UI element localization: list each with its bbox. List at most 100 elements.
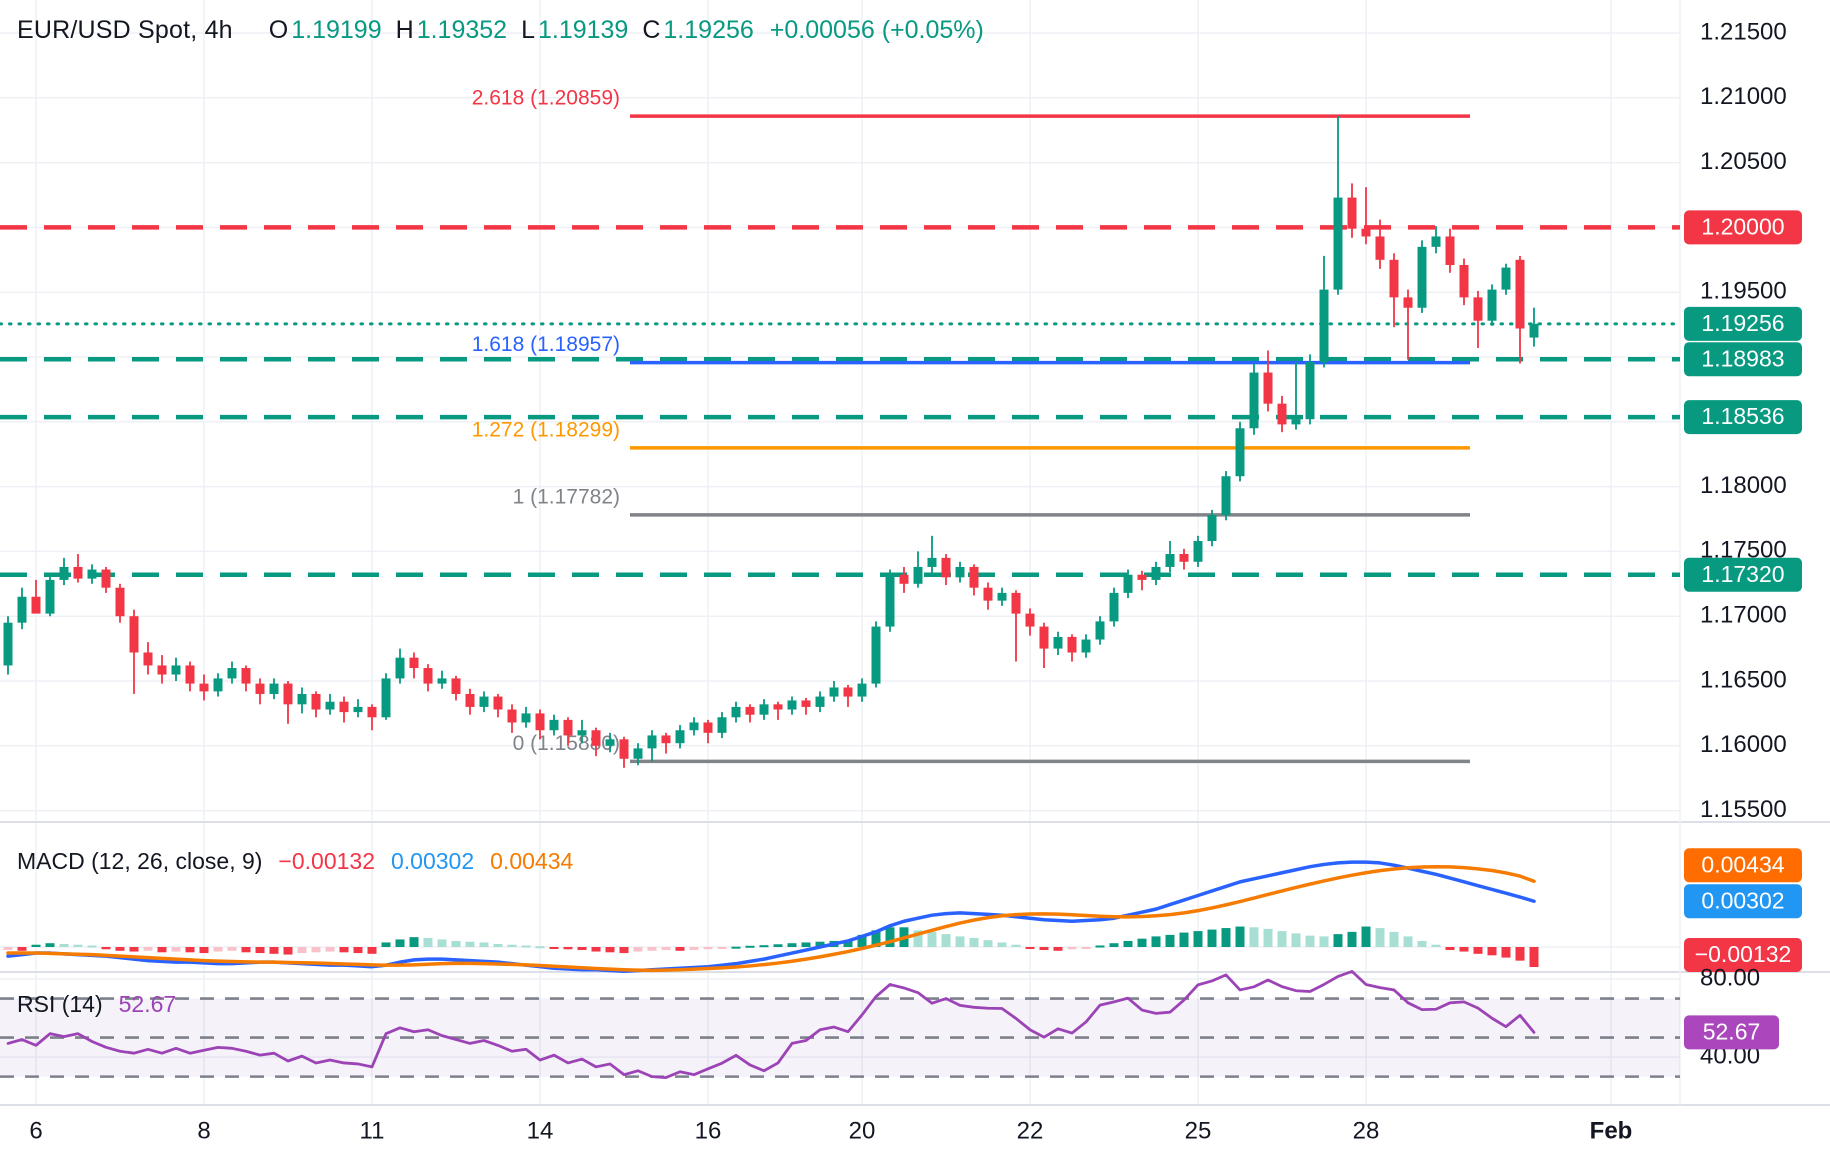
candle-body (577, 730, 587, 736)
price-badge: 1.18536 (1684, 400, 1802, 435)
candlestick-series (3, 115, 1539, 768)
candle-body (1025, 613, 1035, 627)
time-axis-label: 28 (1353, 1117, 1380, 1144)
macd-histogram-bar (479, 942, 489, 947)
macd-histogram-bar (801, 942, 811, 947)
macd-histogram-bar (367, 947, 377, 954)
time-axis-label: 14 (527, 1117, 554, 1144)
candle-body (843, 687, 853, 697)
candle-body (1347, 197, 1357, 229)
candle-body (591, 730, 601, 746)
macd-signal-badge-bg (1684, 848, 1802, 883)
macd-histogram-bar (1389, 931, 1399, 947)
candle-body (101, 569, 111, 588)
candle-body (829, 687, 839, 697)
macd-hist-badge: −0.00132 (1684, 938, 1802, 972)
candle-body (1417, 246, 1427, 308)
macd-histogram-bar (493, 943, 503, 947)
candle-body (213, 678, 223, 692)
candle-body (563, 719, 573, 736)
candle-body (801, 700, 811, 707)
macd-histogram-bar (1305, 935, 1315, 947)
macd-histogram-bar (1165, 934, 1175, 947)
candle-body (1123, 574, 1133, 593)
macd-histogram-bar (745, 945, 755, 948)
macd-histogram-bar (213, 947, 223, 952)
macd-histogram-bar (1053, 947, 1063, 951)
macd-histogram-bar (997, 942, 1007, 947)
macd-histogram-bar (577, 947, 587, 951)
macd-signal-badge-text: 0.00434 (1701, 851, 1784, 877)
macd-histogram-bar (199, 947, 209, 954)
time-axis-label: Feb (1590, 1117, 1633, 1144)
candle-body (437, 678, 447, 684)
macd-histogram-bar (451, 940, 461, 947)
candle-body (59, 566, 69, 580)
fib-level-label: 1.618 (1.18957) (472, 333, 620, 356)
candle-body (241, 668, 251, 684)
candle-body (493, 696, 503, 710)
candle-body (3, 622, 13, 666)
candle-body (927, 557, 937, 567)
macd-histogram-bar (563, 947, 573, 950)
rsi-pane[interactable] (0, 969, 1680, 1080)
macd-histogram-bar (115, 947, 125, 951)
candle-body (1375, 236, 1385, 260)
price-axis-label: 1.16000 (1700, 731, 1787, 758)
macd-histogram-bar (311, 947, 321, 953)
price-badge: 1.18983 (1684, 342, 1802, 377)
candle-body (773, 704, 783, 710)
macd-histogram-bar (633, 947, 643, 952)
macd-histogram-bar (255, 947, 265, 954)
candle-body (409, 657, 419, 669)
candle-body (913, 566, 923, 584)
macd-histogram-bar (1011, 944, 1021, 947)
candle-body (1179, 553, 1189, 562)
candle-body (1431, 236, 1441, 247)
candle-body (1067, 636, 1077, 653)
time-axis[interactable]: 6 8 11 14 16 20 22 25 28 Feb (29, 1117, 1632, 1144)
macd-histogram-bar (269, 947, 279, 954)
macd-histogram-bar (927, 931, 937, 947)
price-axis-label: 1.15500 (1700, 796, 1787, 823)
candle-body (395, 657, 405, 679)
rsi-upper-label: 80.00 (1700, 964, 1760, 991)
candle-body (857, 683, 867, 697)
macd-pane[interactable] (0, 860, 1680, 973)
time-axis-label: 25 (1185, 1117, 1212, 1144)
macd-histogram-bar (1277, 931, 1287, 947)
price-axis[interactable]: 1.215001.210001.205001.195001.180001.175… (1684, 18, 1802, 1069)
candle-body (171, 665, 181, 675)
macd-histogram-bar (1515, 947, 1525, 961)
price-badge-text: 1.18983 (1701, 345, 1784, 371)
candle-body (1249, 372, 1259, 429)
price-badge-bg (1684, 306, 1802, 341)
price-badge: 1.17320 (1684, 557, 1802, 592)
candle-body (997, 592, 1007, 601)
macd-histogram-bar (73, 944, 83, 947)
time-axis-label: 16 (695, 1117, 722, 1144)
macd-histogram-bar (1263, 928, 1273, 947)
price-badge-bg (1684, 557, 1802, 592)
macd-line-badge-text: 0.00302 (1701, 887, 1784, 913)
candle-body (325, 701, 335, 710)
macd-histogram-bar (1417, 940, 1427, 947)
price-axis-label: 1.17000 (1700, 602, 1787, 629)
macd-histogram-bar (465, 941, 475, 947)
candle-body (1473, 297, 1483, 321)
macd-histogram-bar (759, 945, 769, 948)
macd-histogram-bar (1403, 936, 1413, 947)
macd-signal-line (6, 864, 1536, 973)
price-badge-text: 1.19256 (1701, 310, 1784, 336)
macd-histogram-bar (1375, 928, 1385, 947)
macd-histogram-bar (45, 943, 55, 947)
candle-body (885, 574, 895, 627)
macd-histogram-bar (507, 944, 517, 947)
candle-body (423, 668, 433, 684)
candle-body (17, 596, 27, 623)
macd-histogram-bar (1361, 926, 1371, 947)
time-axis-label: 8 (197, 1117, 210, 1144)
macd-histogram-bar (437, 939, 447, 947)
macd-histogram-bar (1025, 947, 1035, 949)
